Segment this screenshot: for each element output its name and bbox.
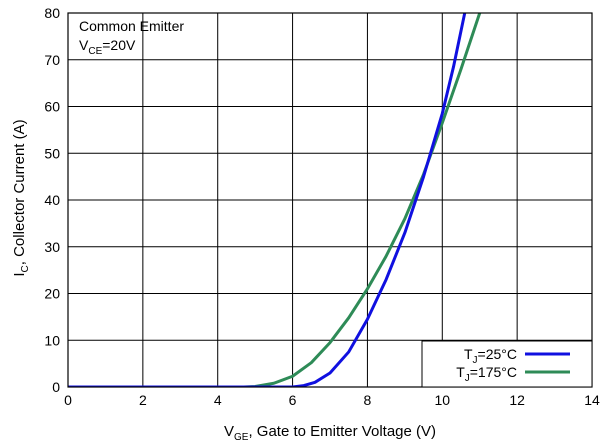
x-axis-label-main: V [224, 423, 234, 440]
x-tick-label: 2 [139, 392, 147, 408]
x-tick-label: 4 [214, 392, 222, 408]
annotation-line-2: VCE=20V [79, 37, 136, 57]
x-tick-label: 8 [364, 392, 372, 408]
x-axis-ticks: 0 2 4 6 8 10 12 14 [64, 392, 600, 408]
y-tick-label: 0 [52, 379, 60, 395]
annotation-box: Common Emitter VCE=20V [79, 18, 184, 57]
y-axis-ticks: 0 10 20 30 40 50 60 70 80 [44, 5, 60, 395]
legend-25c-main: T [464, 346, 473, 362]
x-tick-label: 12 [509, 392, 525, 408]
legend-25c-sub: J [473, 355, 478, 366]
y-tick-label: 40 [44, 192, 60, 208]
annotation-vce-main: V [79, 37, 89, 53]
y-tick-label: 10 [44, 332, 60, 348]
x-tick-label: 0 [64, 392, 72, 408]
annotation-vce-rest: =20V [102, 37, 136, 53]
y-tick-label: 50 [44, 145, 60, 161]
legend-25c-rest: =25°C [478, 346, 517, 362]
legend-label-25c: TJ=25°C [464, 346, 517, 366]
legend-175c-rest: =175°C [470, 364, 517, 380]
y-axis-label-rest: , Collector Current (A) [11, 119, 28, 265]
y-axis-label: IC, Collector Current (A) [11, 119, 31, 276]
y-tick-label: 30 [44, 239, 60, 255]
y-tick-label: 70 [44, 52, 60, 68]
series-line-175c [68, 13, 482, 387]
y-tick-label: 20 [44, 286, 60, 302]
x-axis-label-sub: GE [234, 432, 249, 443]
y-tick-label: 60 [44, 99, 60, 115]
plot-frame [67, 12, 593, 388]
legend-label-175c: TJ=175°C [456, 364, 517, 384]
y-axis-label-main: I [11, 272, 28, 276]
y-tick-label: 80 [44, 5, 60, 21]
annotation-vce-sub: CE [88, 46, 102, 57]
x-tick-label: 14 [584, 392, 600, 408]
legend: TJ=25°C TJ=175°C [421, 340, 593, 388]
legend-175c-sub: J [465, 373, 470, 384]
x-tick-label: 10 [434, 392, 450, 408]
series-group [68, 13, 482, 387]
grid [68, 13, 592, 387]
series-line-25c [68, 13, 467, 387]
x-axis-label: VGE, Gate to Emitter Voltage (V) [224, 423, 436, 443]
annotation-line-1: Common Emitter [79, 18, 184, 34]
x-axis-label-rest: , Gate to Emitter Voltage (V) [248, 423, 436, 440]
legend-box [421, 340, 593, 388]
x-tick-label: 6 [289, 392, 297, 408]
legend-175c-main: T [456, 364, 465, 380]
y-axis-label-sub: C [20, 265, 31, 272]
